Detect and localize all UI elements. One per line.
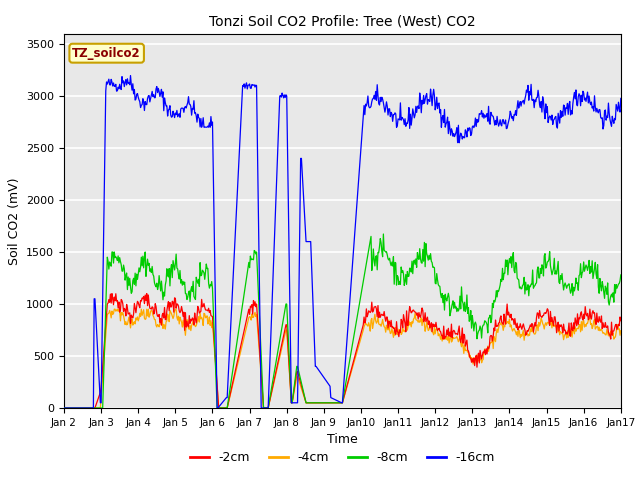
Text: TZ_soilco2: TZ_soilco2: [72, 47, 141, 60]
Y-axis label: Soil CO2 (mV): Soil CO2 (mV): [8, 177, 20, 264]
X-axis label: Time: Time: [327, 433, 358, 446]
Title: Tonzi Soil CO2 Profile: Tree (West) CO2: Tonzi Soil CO2 Profile: Tree (West) CO2: [209, 14, 476, 28]
Legend: -2cm, -4cm, -8cm, -16cm: -2cm, -4cm, -8cm, -16cm: [185, 446, 500, 469]
